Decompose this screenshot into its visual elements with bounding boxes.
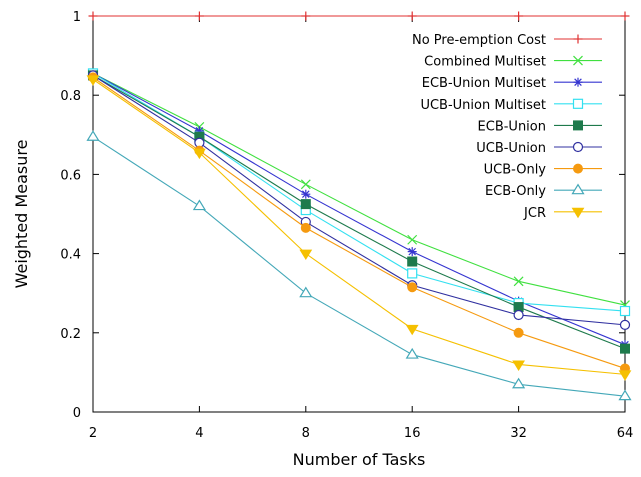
data-point [88,11,98,21]
data-point [573,34,583,44]
legend-label: No Pre-emption Cost [412,33,546,48]
data-point [618,389,632,401]
y-tick-label: 1 [73,10,81,25]
data-point [571,207,585,219]
x-axis-label: Number of Tasks [293,450,426,469]
legend: No Pre-emption Cost Combined Multiset ECB-… [412,33,602,221]
series-ecb-union [88,70,630,354]
series-line [92,136,626,397]
data-point [512,377,526,389]
legend-entry: UCB-Only [484,163,602,178]
series-jcr [86,75,632,381]
axis-ticks: 2 4 8 16 32 64 0 0.2 0.4 0.6 0.8 1 [60,10,633,441]
x-tick-label: 16 [404,426,421,441]
data-point [407,247,417,257]
legend-label: ECB-Union Multiset [422,76,546,91]
data-point [300,179,311,190]
legend-entry: Combined Multiset [424,55,602,70]
series-line [92,74,626,350]
series-line [92,76,626,369]
data-point [620,11,630,21]
data-point [513,327,524,338]
y-tick-label: 0 [73,406,81,421]
data-point [193,148,206,160]
legend-label: Combined Multiset [424,55,546,70]
data-point [513,276,524,287]
legend-label: UCB-Union Multiset [420,98,546,113]
data-point [572,98,584,109]
legend-entry: ECB-Union Multiset [422,76,602,91]
legend-entry: UCB-Union [476,141,602,156]
data-point [86,130,100,141]
data-point [299,286,313,298]
data-point [194,11,204,21]
legend-label: ECB-Union [478,119,546,134]
legend-label: UCB-Only [484,163,547,178]
x-tick-label: 64 [617,426,634,441]
data-point [571,183,585,195]
data-point [573,55,583,66]
legend-entry: ECB-Only [485,183,602,199]
data-point [407,256,418,267]
series-no-pre-emption-cost [88,11,630,21]
series-layer [86,11,632,401]
data-point [407,268,418,279]
series-ucb-union-multiset [87,68,631,317]
legend-entry: No Pre-emption Cost [412,33,602,48]
x-tick-label: 2 [89,426,97,441]
legend-label: UCB-Union [476,141,546,156]
y-tick-label: 0.2 [60,327,81,342]
data-point [192,199,206,211]
data-point [301,189,311,199]
legend-entry: ECB-Union [478,119,602,134]
data-point [618,370,632,381]
data-point [619,319,631,330]
data-point [620,343,630,354]
data-point [619,305,631,317]
data-point [572,141,584,153]
legend-label: JCR [523,206,546,221]
data-point [407,282,418,293]
x-tick-label: 32 [510,426,527,441]
series-line [92,72,626,306]
data-point [407,234,418,245]
data-point [299,249,313,261]
legend-label: ECB-Only [485,184,546,199]
series-line [92,72,626,346]
series-line [92,78,626,375]
data-point [301,11,311,21]
y-tick-label: 0.6 [60,168,81,183]
data-point [407,11,417,21]
data-point [300,222,311,233]
data-point [513,309,524,321]
y-tick-label: 0.8 [60,89,81,104]
series-line [92,74,626,326]
legend-entry: UCB-Union Multiset [420,98,602,113]
series-combined-multiset [88,68,630,311]
data-point [300,199,311,210]
y-axis-label: Weighted Measure [12,140,31,289]
data-point [512,360,525,371]
y-tick-label: 0.4 [60,248,81,263]
data-point [405,324,419,336]
series-ecb-only [86,130,632,401]
data-point [86,75,100,86]
data-point [573,77,583,87]
x-tick-label: 4 [195,426,203,441]
legend-entry: JCR [523,206,602,221]
data-point [514,11,524,21]
data-point [573,163,583,174]
series-ecb-union-multiset [88,68,630,350]
x-tick-label: 8 [302,426,310,441]
data-point [405,347,419,359]
data-point [573,120,583,131]
